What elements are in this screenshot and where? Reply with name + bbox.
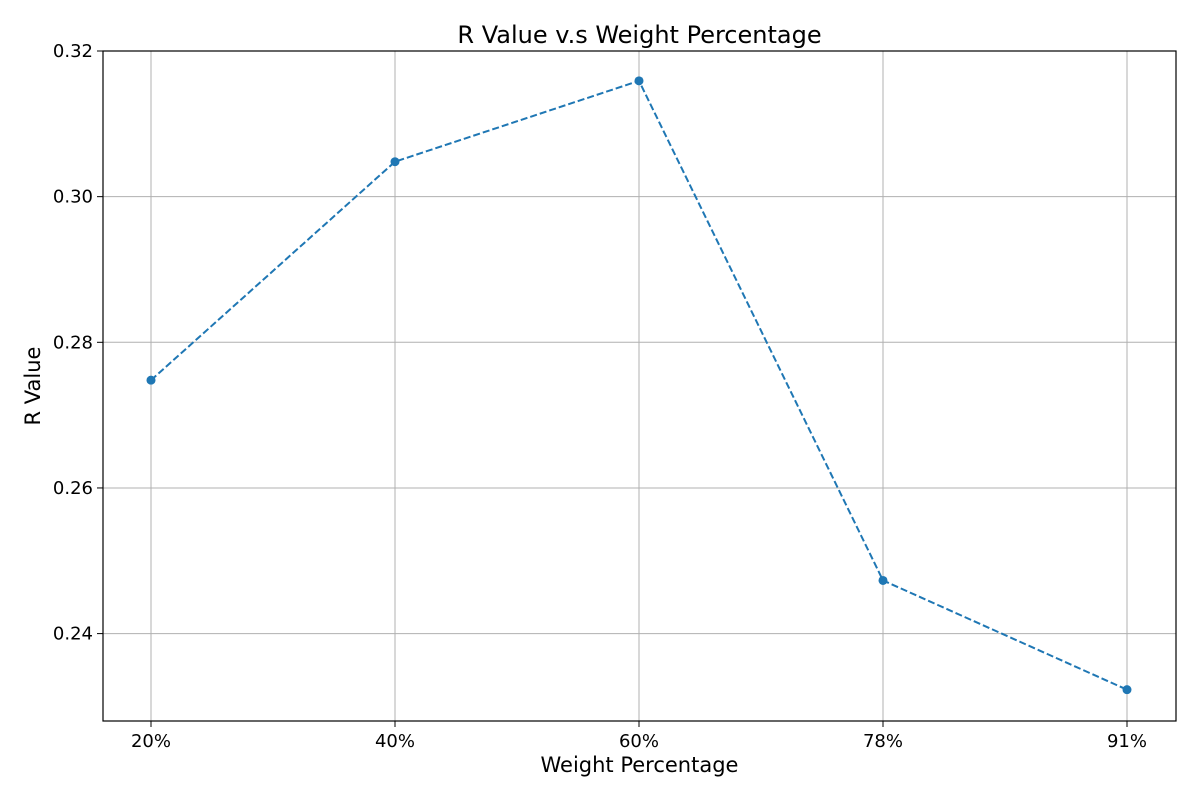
x-tick-label: 78% [863, 731, 903, 752]
data-point [634, 76, 644, 86]
x-tick-label: 91% [1107, 731, 1147, 752]
y-tick-label: 0.28 [53, 332, 93, 353]
data-point [878, 575, 888, 585]
data-point [1122, 685, 1132, 695]
x-tick-label: 20% [131, 731, 171, 752]
x-tick-label: 40% [375, 731, 415, 752]
series-layer [146, 76, 1132, 695]
y-axis-label: R Value [21, 347, 45, 426]
x-tick-label: 60% [619, 731, 659, 752]
y-tick-label: 0.32 [53, 41, 93, 62]
data-point [146, 375, 156, 385]
tick-layer: 20% 40% 60% 78% 91% 0.24 0.26 0.28 0.30 0.32 [53, 41, 1147, 752]
data-point [390, 157, 400, 167]
chart-title: R Value v.s Weight Percentage [457, 21, 821, 49]
x-axis-label: Weight Percentage [541, 753, 739, 777]
y-tick-label: 0.24 [53, 624, 93, 645]
y-tick-label: 0.30 [53, 187, 93, 208]
y-tick-label: 0.26 [53, 478, 93, 499]
